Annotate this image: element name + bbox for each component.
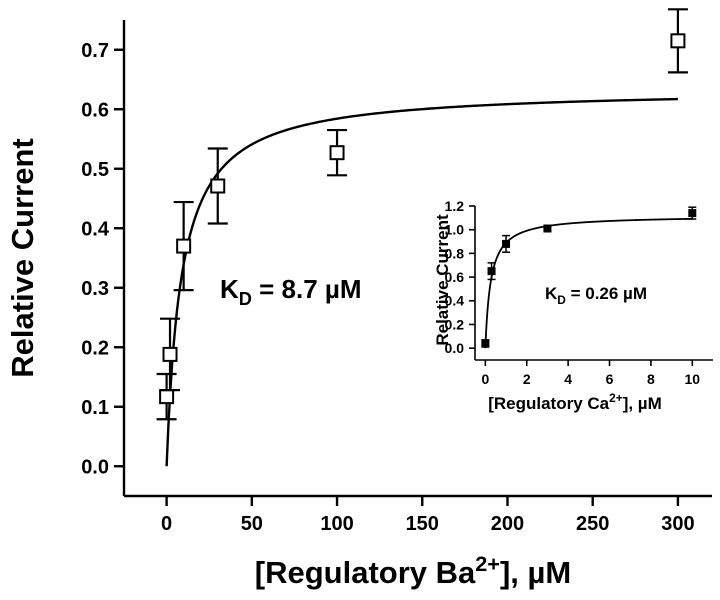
main-kd-sub: D [239,289,252,309]
main-x-tick-label: 150 [406,513,439,535]
inset-data-points [481,206,697,348]
main-axes [122,20,712,498]
inset-x-tick-label: 8 [647,371,655,387]
main-data-point [162,346,178,362]
main-y-ticks: 0.0 0.1 0.2 0.3 0.4 0.5 0.6 0.7 [81,40,124,478]
main-data-point [670,33,686,49]
inset-x-axis-label-tail: ], µM [623,394,662,413]
main-y-tick-label: 0.7 [81,40,109,62]
main-x-tick-label: 50 [241,513,263,535]
inset-x-tick-label: 4 [564,371,572,387]
main-y-tick-label: 0.6 [81,99,109,121]
main-y-tick-label: 0.0 [81,456,109,478]
main-data-point [329,145,345,161]
inset-axes [474,206,713,361]
inset-y-tick-label: 0.2 [445,316,465,332]
inset-kd-sub: D [557,293,566,307]
inset-x-tick-label: 0 [481,371,489,387]
inset-data-point [688,209,697,218]
main-x-ticks: 0 50 100 150 200 250 300 [161,496,695,535]
inset-plot: 0.0 0.2 0.4 0.6 0.8 1.0 1.2 0 2 4 6 8 10 Relative C… [433,198,713,413]
main-x-tick-label: 200 [491,513,524,535]
inset-x-axis-label-main: [Regulatory Ca [488,394,609,413]
main-data-points [156,8,688,421]
inset-y-tick-label: 0.4 [445,293,465,309]
inset-x-axis-label: [Regulatory Ca2+], µM [488,391,662,413]
main-x-tick-label: 250 [576,513,609,535]
inset-data-point [543,224,552,233]
main-y-tick-label: 0.1 [81,397,109,419]
inset-y-tick-label: 0.0 [445,340,465,356]
inset-y-tick-label: 0.6 [445,269,465,285]
inset-data-point [502,239,511,248]
inset-y-ticks: 0.0 0.2 0.4 0.6 0.8 1.0 1.2 [445,198,475,356]
inset-kd-annotation: KD = 0.26 µM [545,284,647,307]
main-x-tick-label: 300 [661,513,694,535]
main-data-point [159,389,175,405]
main-x-axis-label-sup: 2+ [475,551,500,576]
inset-y-tick-label: 1.0 [445,222,465,238]
main-kd-annotation: KD = 8.7 µM [220,274,362,309]
main-y-axis-label: Relative Current [5,138,40,377]
main-fit-curve [165,97,678,467]
main-x-axis-label-tail: ], µM [500,555,571,590]
main-x-tick-label: 100 [320,513,353,535]
main-plot: 0.00.10.20.30.40.50.60.7 0 50 100 150 200 250… [5,8,712,590]
main-x-axis-label-main: [Regulatory Ba [255,555,476,590]
main-x-tick-label: 0 [161,513,172,535]
main-kd-suffix: = 8.7 µM [252,274,362,304]
inset-kd-prefix: K [545,284,558,303]
main-data-point [176,238,192,254]
inset-x-ticks: 0 2 4 6 8 10 [481,360,700,387]
inset-y-tick-label: 0.8 [445,245,465,261]
main-y-tick-label: 0.2 [81,337,109,359]
main-y-tick-label: 0.4 [81,218,110,240]
inset-data-point [487,267,496,276]
inset-kd-suffix: = 0.26 µM [566,284,647,303]
inset-data-point [481,339,490,348]
inset-x-tick-label: 6 [606,371,614,387]
main-y-tick-label: 0.3 [81,278,109,300]
inset-y-tick-label: 1.2 [445,198,465,214]
inset-fit-curve [484,217,693,349]
inset-x-tick-label: 10 [685,371,701,387]
inset-x-axis-label-sup: 2+ [609,391,623,405]
main-x-axis-label: [Regulatory Ba2+], µM [255,551,571,590]
main-kd-prefix: K [220,274,239,304]
main-y-tick-label: 0.5 [81,159,109,181]
inset-x-tick-label: 2 [523,371,531,387]
main-data-point [210,178,226,194]
inset-y-axis-label: Relative Current [433,214,452,346]
